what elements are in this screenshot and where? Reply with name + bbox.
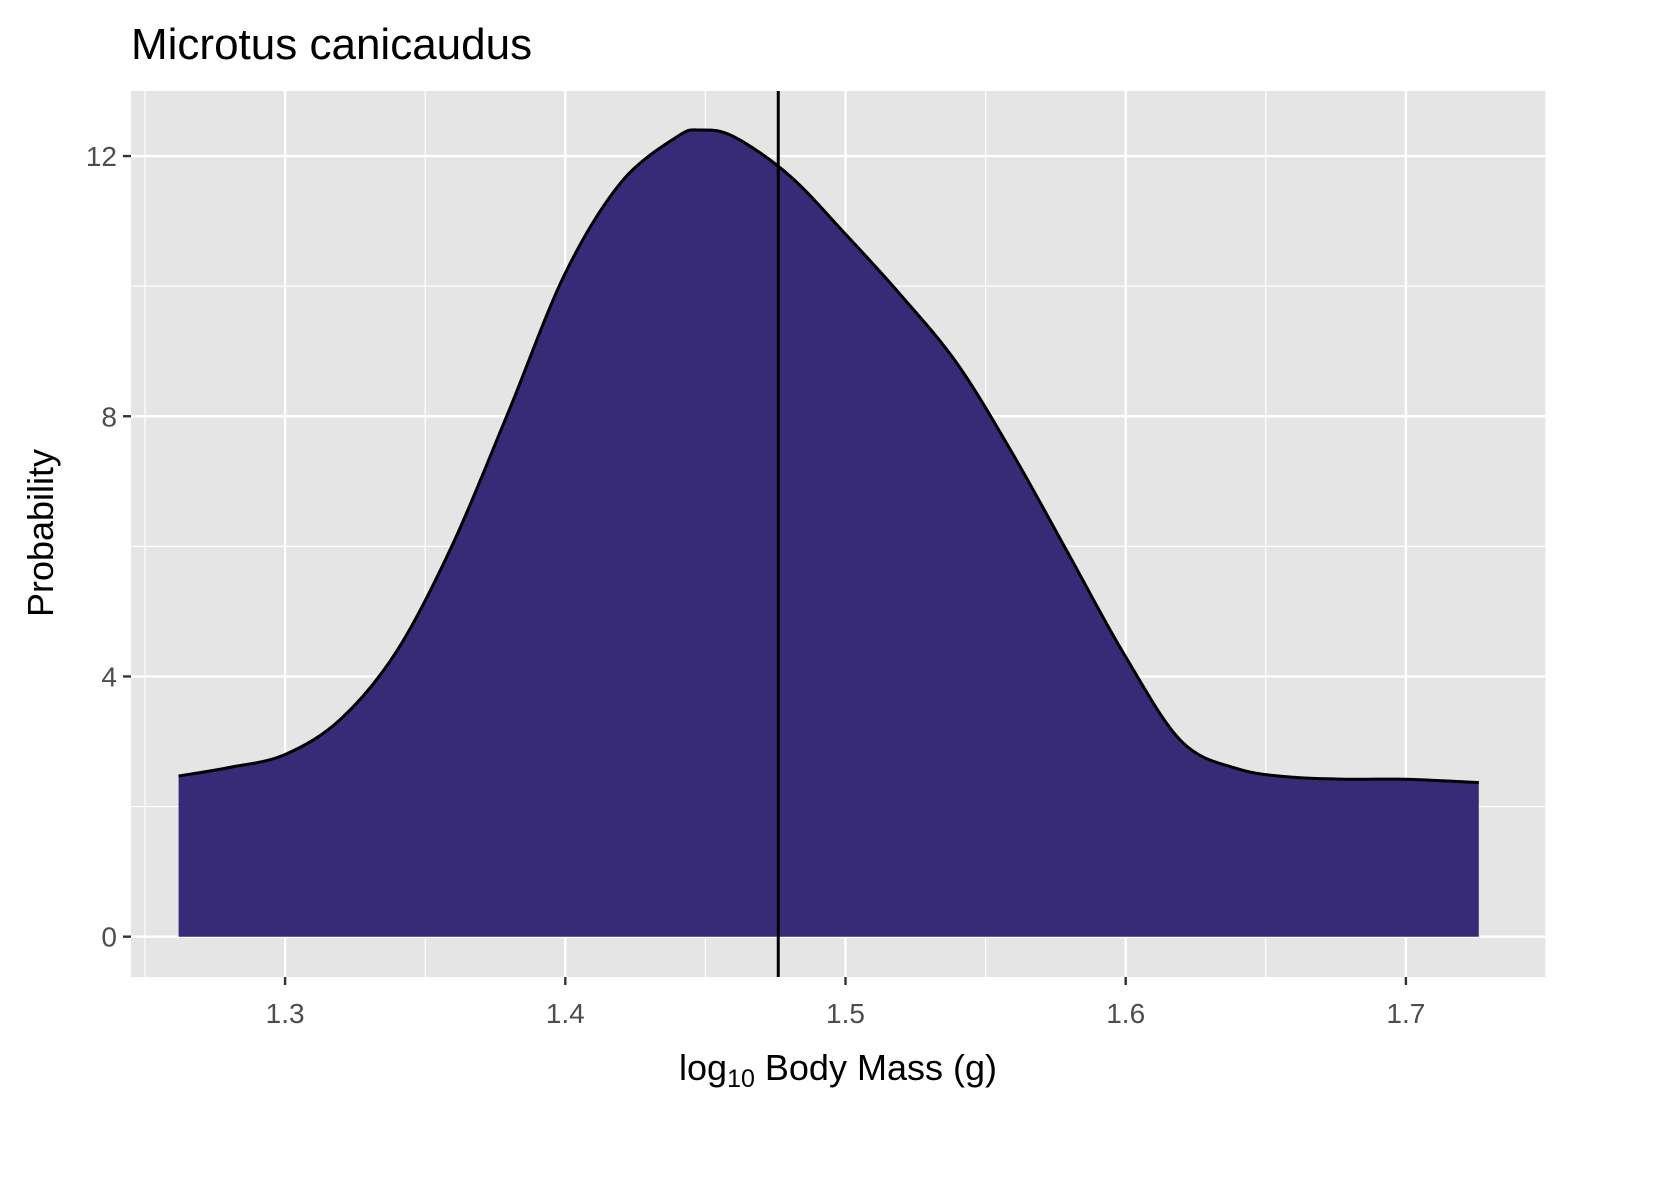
x-axis-ticks: 1.3 1.4 1.5 1.6 1.7 (266, 977, 1425, 1029)
x-axis-title-prefix: log (679, 1047, 727, 1088)
y-tick-label: 12 (86, 141, 117, 172)
x-tick-label: 1.4 (546, 998, 585, 1029)
x-axis-title-rest: Body Mass (g) (755, 1047, 997, 1088)
chart-title: Microtus canicaudus (131, 20, 532, 69)
density-area (178, 129, 1479, 937)
x-tick-label: 1.6 (1106, 998, 1145, 1029)
density-chart: 1.3 1.4 1.5 1.6 1.7 0 4 8 12 Microtus canicaudu… (20, 20, 1547, 1093)
x-tick-label: 1.5 (826, 998, 865, 1029)
y-axis-ticks: 0 4 8 12 (86, 141, 131, 953)
density-curve (178, 128, 1479, 784)
y-tick-label: 8 (101, 401, 117, 432)
x-axis-title-subscript: 10 (727, 1065, 755, 1093)
x-axis-title: log10 Body Mass (g) (679, 1047, 997, 1093)
y-axis-title: Probability (20, 449, 61, 617)
y-tick-label: 0 (101, 922, 117, 953)
x-tick-label: 1.3 (266, 998, 305, 1029)
x-tick-label: 1.7 (1386, 998, 1425, 1029)
y-tick-label: 4 (101, 661, 117, 692)
